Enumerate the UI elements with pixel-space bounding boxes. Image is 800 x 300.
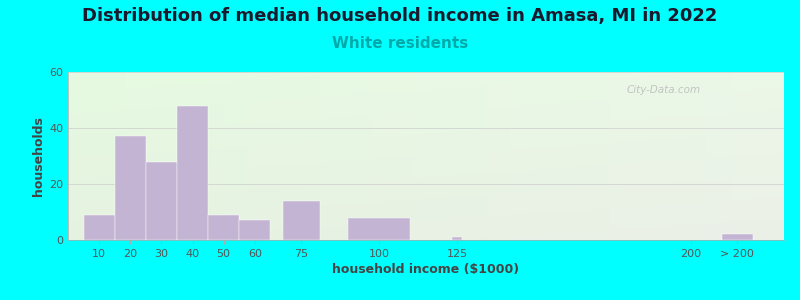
Bar [239,220,270,240]
Text: City-Data.com: City-Data.com [626,85,701,95]
Text: White residents: White residents [332,36,468,51]
Bar [348,218,410,240]
Y-axis label: households: households [32,116,45,196]
Bar [114,136,146,240]
Bar [83,215,114,240]
Bar [283,201,320,240]
Bar [146,162,177,240]
Bar [177,106,208,240]
X-axis label: household income ($1000): household income ($1000) [333,263,519,276]
Bar [453,237,462,240]
Text: Distribution of median household income in Amasa, MI in 2022: Distribution of median household income … [82,8,718,26]
Bar [722,234,753,240]
Bar [208,215,239,240]
